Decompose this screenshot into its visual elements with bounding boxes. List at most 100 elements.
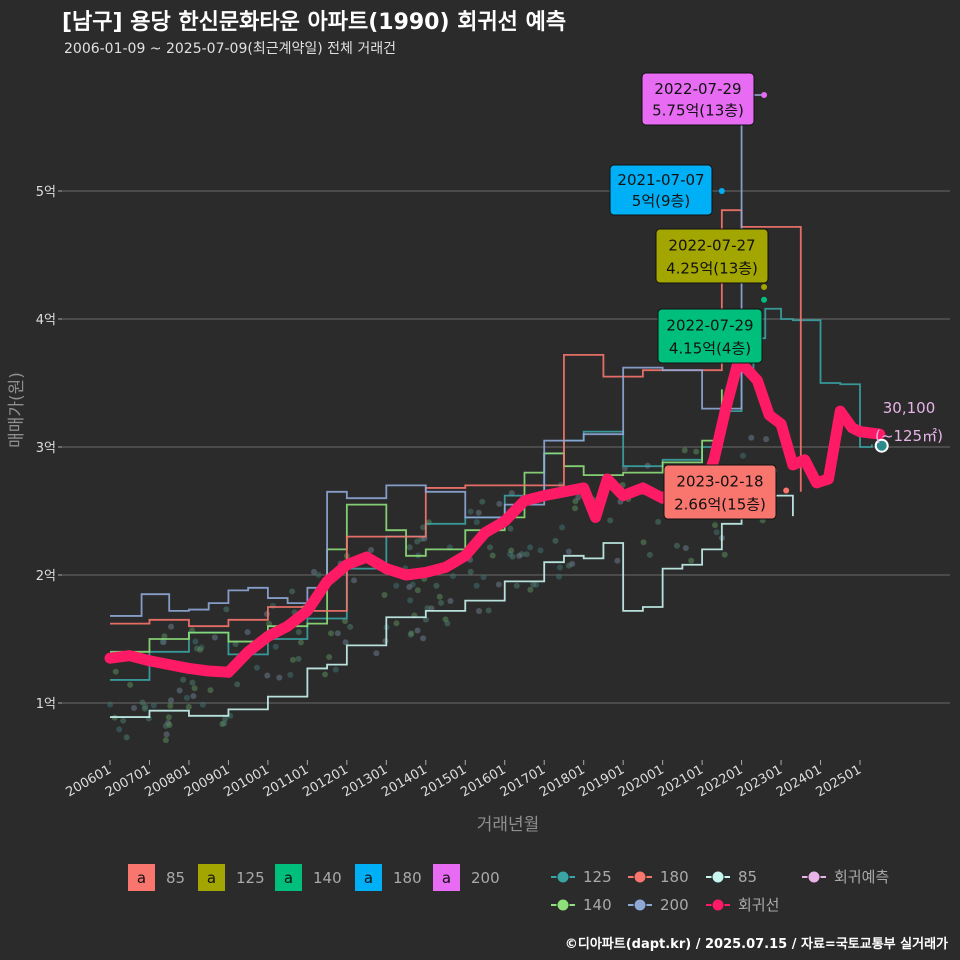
trade-point xyxy=(393,582,400,589)
trade-point xyxy=(334,630,341,637)
trade-point xyxy=(572,505,579,512)
trade-point xyxy=(342,639,349,646)
trend-line-125 xyxy=(110,307,873,681)
legend-line-label-180: 180 xyxy=(660,868,689,886)
y-axis-title: 매매가(원) xyxy=(7,372,27,448)
trade-point xyxy=(721,551,728,558)
trade-point xyxy=(537,547,544,554)
trade-point xyxy=(436,593,443,600)
trade-point xyxy=(489,552,496,559)
trade-point xyxy=(276,674,283,681)
x-tick-label: 202501 xyxy=(814,762,864,800)
trade-point xyxy=(232,641,239,648)
legend-key-200 xyxy=(433,864,460,891)
callout-box-200 xyxy=(641,72,755,126)
trade-point xyxy=(295,628,302,635)
legend-key-125 xyxy=(198,864,225,891)
trade-point xyxy=(442,616,449,623)
trade-point xyxy=(161,633,168,640)
trade-point xyxy=(192,638,199,645)
trade-point xyxy=(607,517,614,524)
legend-dot-180 xyxy=(633,870,647,884)
trade-point xyxy=(185,703,192,710)
trade-point xyxy=(168,623,175,630)
trade-point xyxy=(332,666,339,673)
trade-point xyxy=(682,545,689,552)
trade-point xyxy=(207,687,214,694)
trade-point xyxy=(190,693,197,700)
trade-point xyxy=(420,524,427,531)
trade-point xyxy=(311,568,318,575)
trade-point xyxy=(168,697,175,704)
trade-point xyxy=(646,551,653,558)
trade-point xyxy=(739,452,746,459)
trade-point xyxy=(516,552,523,559)
trade-point xyxy=(351,577,358,584)
legend-key-glyph: a xyxy=(207,869,216,887)
legend-dot-회귀예측 xyxy=(807,870,821,884)
trend-line-180 xyxy=(110,209,802,628)
legend-label-200: 200 xyxy=(471,869,500,887)
trade-point xyxy=(495,581,502,588)
trade-point xyxy=(272,643,279,650)
trade-point xyxy=(523,551,530,558)
trade-point xyxy=(530,581,537,588)
y-tick-label: 4억 xyxy=(36,313,56,328)
trade-point xyxy=(112,668,119,675)
trade-point xyxy=(473,519,480,526)
callout-box-180 xyxy=(609,164,713,216)
trade-point xyxy=(559,524,566,531)
trade-point xyxy=(167,702,174,709)
trade-point xyxy=(223,606,230,613)
trade-point xyxy=(414,538,421,545)
highlight-point-140 xyxy=(761,296,768,303)
trade-point xyxy=(414,587,421,594)
trade-point xyxy=(315,571,322,578)
trade-point xyxy=(326,653,333,660)
legend-label-125: 125 xyxy=(236,869,265,887)
trend-line-85 xyxy=(110,494,794,718)
trade-point xyxy=(176,687,183,694)
trade-point xyxy=(211,634,218,641)
legend-key-glyph: a xyxy=(284,869,293,887)
callout-date-85: 2023-02-18 xyxy=(676,473,763,491)
trade-point xyxy=(165,714,172,721)
trade-point xyxy=(287,671,294,678)
trade-point xyxy=(116,726,123,733)
y-tick-label: 5억 xyxy=(36,185,56,200)
trade-point xyxy=(120,717,127,724)
trade-point xyxy=(141,705,148,712)
trade-point xyxy=(342,618,349,625)
trend-line-140 xyxy=(110,389,723,653)
trade-point xyxy=(328,630,335,637)
legend-line-label-회귀예측: 회귀예측 xyxy=(834,868,889,886)
trade-point xyxy=(221,720,228,727)
legend-dot-회귀선 xyxy=(711,898,725,912)
trade-point xyxy=(513,582,520,589)
legend-dot-200 xyxy=(633,898,647,912)
trade-point xyxy=(479,498,486,505)
highlight-point-85 xyxy=(783,487,790,494)
callout-date-125: 2022-07-27 xyxy=(668,237,755,255)
trade-point xyxy=(420,635,427,642)
trade-point xyxy=(569,560,576,567)
legend-key-glyph: a xyxy=(364,869,373,887)
trade-point xyxy=(438,599,445,606)
legend-line-label-85: 85 xyxy=(738,868,757,886)
callout-value-180: 5억(9층) xyxy=(632,192,690,210)
callout-box-125 xyxy=(655,228,769,284)
trade-point xyxy=(127,681,134,688)
trade-point xyxy=(655,518,662,525)
trade-point xyxy=(688,557,695,564)
trade-point xyxy=(508,547,515,554)
trade-point xyxy=(406,584,413,591)
legend-line-label-125: 125 xyxy=(583,868,612,886)
trade-point xyxy=(673,542,680,549)
trade-point xyxy=(150,702,157,709)
chart-title: [남구] 용당 한신문화타운 아파트(1990) 회귀선 예측 xyxy=(62,10,567,35)
trade-point xyxy=(473,582,480,589)
trade-point xyxy=(713,529,720,536)
trade-point xyxy=(414,627,421,634)
legend-label-85: 85 xyxy=(166,869,185,887)
trade-point xyxy=(693,448,700,455)
